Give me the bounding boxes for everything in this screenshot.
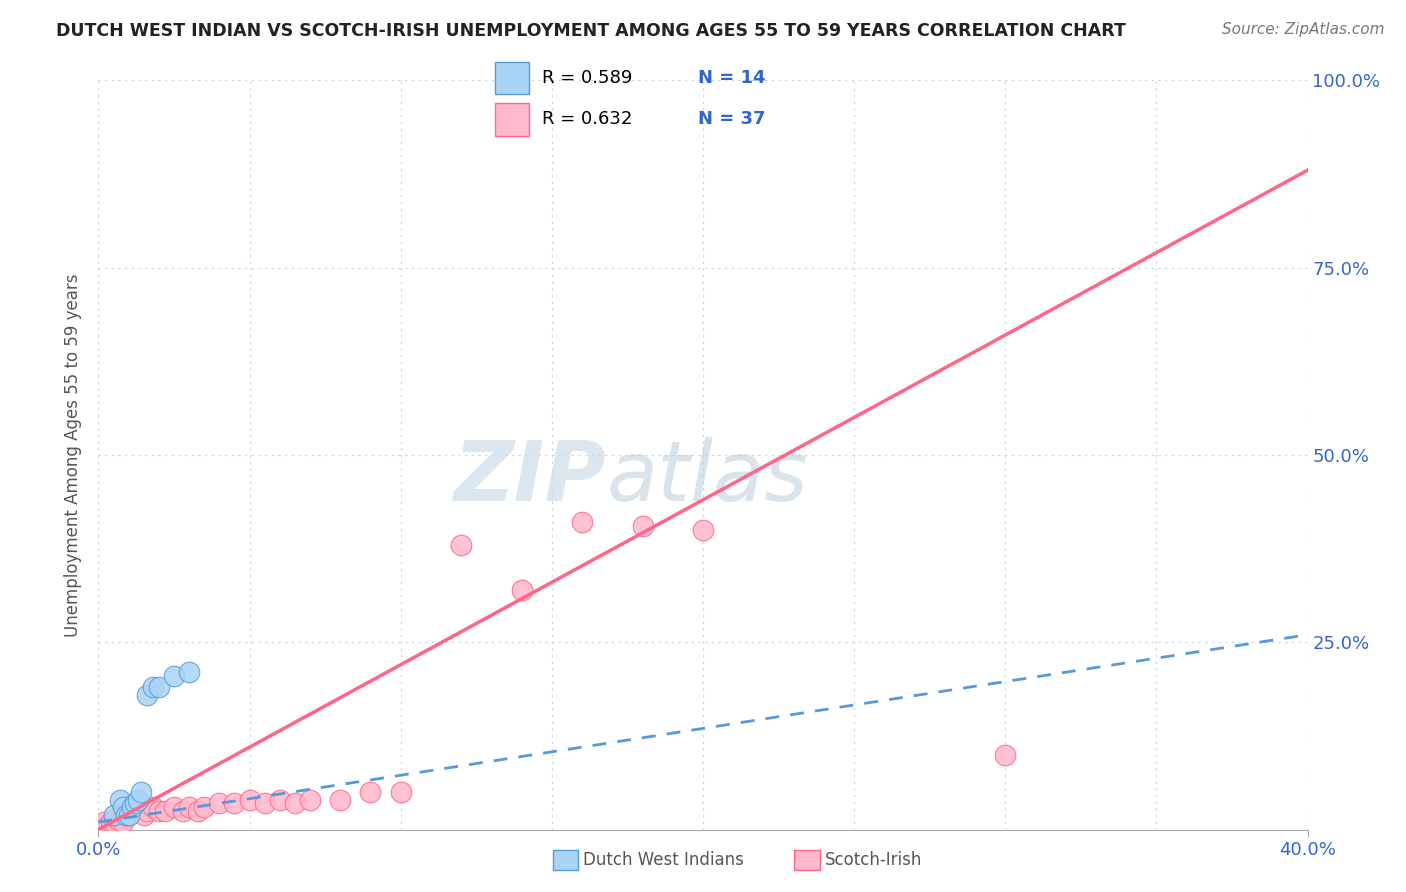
Point <box>108 792 131 806</box>
Bar <box>495 103 529 136</box>
Point <box>111 800 134 814</box>
Text: atlas: atlas <box>606 437 808 518</box>
Point <box>93 815 115 830</box>
Point <box>105 811 128 825</box>
Point <box>163 800 186 814</box>
Point <box>142 680 165 694</box>
Point <box>510 582 533 597</box>
Point <box>360 785 382 799</box>
Point <box>239 792 262 806</box>
Point <box>692 523 714 537</box>
Point <box>129 785 152 799</box>
Bar <box>495 62 529 94</box>
Point <box>172 804 194 818</box>
Point <box>124 797 146 811</box>
Point <box>299 792 322 806</box>
Point <box>108 815 131 830</box>
Point <box>193 800 215 814</box>
Point <box>284 797 307 811</box>
Point <box>127 800 149 814</box>
Text: Dutch West Indians: Dutch West Indians <box>583 851 744 869</box>
Point <box>103 815 125 830</box>
Text: DUTCH WEST INDIAN VS SCOTCH-IRISH UNEMPLOYMENT AMONG AGES 55 TO 59 YEARS CORRELA: DUTCH WEST INDIAN VS SCOTCH-IRISH UNEMPL… <box>56 22 1126 40</box>
Text: Scotch-Irish: Scotch-Irish <box>825 851 922 869</box>
Point <box>179 665 201 680</box>
Point <box>631 519 654 533</box>
Point <box>121 804 143 818</box>
Point <box>208 797 231 811</box>
Text: N = 14: N = 14 <box>697 69 765 87</box>
Point <box>118 807 141 822</box>
Text: Source: ZipAtlas.com: Source: ZipAtlas.com <box>1222 22 1385 37</box>
Point <box>118 807 141 822</box>
Point <box>135 804 157 818</box>
Point <box>100 815 122 830</box>
Point <box>224 797 246 811</box>
Point <box>135 688 157 702</box>
Text: N = 37: N = 37 <box>697 110 765 128</box>
Point <box>153 804 176 818</box>
Point <box>114 807 136 822</box>
Point <box>163 669 186 683</box>
Point <box>253 797 276 811</box>
Y-axis label: Unemployment Among Ages 55 to 59 years: Unemployment Among Ages 55 to 59 years <box>65 273 83 637</box>
Point <box>103 807 125 822</box>
Point <box>148 680 170 694</box>
Point <box>571 516 593 530</box>
Point <box>329 792 352 806</box>
Point <box>132 807 155 822</box>
Point <box>179 800 201 814</box>
Point <box>121 800 143 814</box>
Text: R = 0.589: R = 0.589 <box>543 69 633 87</box>
Point <box>148 804 170 818</box>
Point <box>269 792 291 806</box>
Point <box>96 819 118 833</box>
Point <box>127 792 149 806</box>
Point <box>994 747 1017 762</box>
Text: R = 0.632: R = 0.632 <box>543 110 633 128</box>
Point <box>187 804 209 818</box>
Point <box>111 815 134 830</box>
Point <box>389 785 412 799</box>
Point <box>114 807 136 822</box>
Point <box>450 538 472 552</box>
Point <box>142 800 165 814</box>
Text: ZIP: ZIP <box>454 437 606 518</box>
